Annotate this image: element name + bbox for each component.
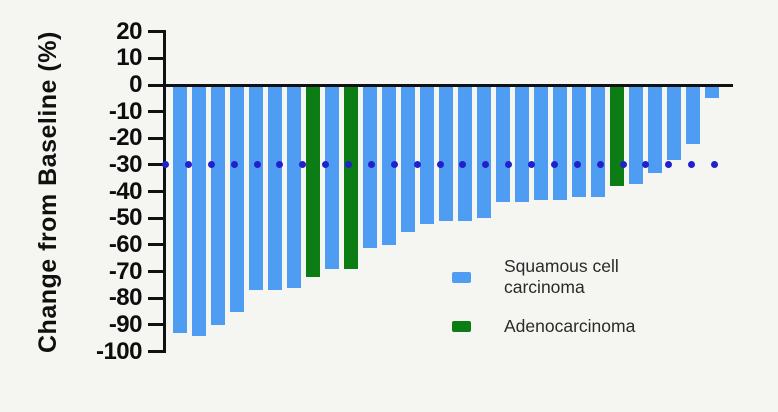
y-axis-line	[163, 30, 166, 353]
waterfall-bar-squamous	[591, 87, 605, 197]
y-tick-label: -60	[108, 230, 143, 258]
waterfall-bar-squamous	[705, 87, 719, 99]
y-tick-mark	[148, 296, 164, 300]
reference-dot-icon	[162, 161, 169, 169]
reference-dot-icon	[505, 161, 513, 169]
waterfall-bar-squamous	[458, 87, 472, 221]
reference-dot-icon	[413, 161, 421, 169]
y-tick-mark	[148, 190, 164, 194]
waterfall-bar-squamous	[401, 87, 415, 232]
waterfall-bar-squamous	[515, 87, 529, 203]
reference-dot-icon	[299, 161, 307, 169]
reference-dot-icon	[482, 161, 490, 169]
reference-dot-icon	[230, 161, 238, 169]
reference-line-dots	[162, 161, 718, 169]
y-tick-label: 10	[116, 44, 142, 72]
y-tick-label: -90	[108, 310, 143, 338]
waterfall-bar-squamous	[648, 87, 662, 173]
waterfall-bar-adeno	[344, 87, 358, 269]
y-tick-mark	[148, 350, 164, 353]
y-tick-mark	[148, 83, 164, 87]
legend-label-squamous-line1: Squamous cell	[504, 256, 619, 276]
waterfall-bar-squamous	[496, 87, 510, 203]
y-tick-label: -100	[95, 337, 143, 365]
y-tick-label: -50	[108, 204, 143, 232]
waterfall-bar-squamous	[211, 87, 225, 325]
reference-dot-icon	[345, 161, 352, 169]
y-tick-label: -40	[108, 177, 143, 205]
waterfall-bar-squamous	[534, 87, 548, 200]
waterfall-bar-squamous	[572, 87, 586, 197]
y-tick-label: 20	[116, 17, 142, 45]
reference-dot-icon	[253, 161, 261, 169]
legend-label-squamous: Squamous cell carcinoma	[504, 256, 619, 298]
legend-swatch-adeno-icon	[452, 321, 471, 332]
y-tick-mark	[148, 136, 164, 140]
waterfall-bar-squamous	[249, 87, 263, 291]
waterfall-bar-squamous	[553, 87, 567, 200]
y-tick-mark	[148, 30, 164, 34]
waterfall-bar-squamous	[173, 87, 187, 333]
y-tick-label: 0	[129, 71, 142, 98]
zero-baseline-line	[163, 84, 733, 87]
y-tick-label: -80	[108, 284, 143, 312]
y-tick-label: -30	[108, 150, 143, 178]
y-tick-label: -70	[108, 257, 143, 285]
reference-dot-icon	[642, 161, 650, 169]
legend: Squamous cell carcinoma Adenocarcinoma	[452, 256, 635, 337]
waterfall-bar-squamous	[686, 87, 700, 144]
waterfall-bar-squamous	[629, 87, 643, 184]
reference-dot-icon	[688, 161, 696, 169]
reference-dot-icon	[390, 161, 398, 169]
legend-swatch-squamous-icon	[452, 271, 471, 283]
waterfall-bar-squamous	[477, 87, 491, 219]
y-tick-mark	[148, 243, 164, 247]
reference-dot-icon	[711, 161, 718, 169]
waterfall-bar-adeno	[610, 87, 624, 187]
y-tick-mark	[148, 216, 164, 220]
legend-label-adeno: Adenocarcinoma	[504, 316, 635, 337]
reference-dot-icon	[436, 161, 444, 169]
reference-dot-icon	[665, 161, 673, 169]
reference-dot-icon	[322, 161, 330, 169]
reference-dot-icon	[619, 161, 627, 169]
y-tick-mark	[148, 270, 164, 274]
reference-dot-icon	[207, 161, 215, 169]
reference-dot-icon	[276, 161, 284, 169]
waterfall-bar-squamous	[192, 87, 206, 336]
waterfall-bar-squamous	[439, 87, 453, 221]
waterfall-bar-squamous	[325, 87, 339, 269]
y-tick-mark	[148, 110, 164, 114]
y-tick-mark	[148, 163, 164, 167]
legend-item-adeno: Adenocarcinoma	[452, 316, 635, 337]
reference-dot-icon	[459, 161, 467, 169]
waterfall-bar-squamous	[268, 87, 282, 291]
waterfall-bar-squamous	[667, 87, 681, 160]
y-tick-mark	[148, 323, 164, 327]
reference-dot-icon	[367, 161, 375, 169]
legend-item-squamous: Squamous cell carcinoma	[452, 256, 635, 298]
waterfall-bar-squamous	[420, 87, 434, 224]
reference-dot-icon	[550, 161, 558, 169]
y-tick-mark	[148, 56, 164, 60]
waterfall-bar-squamous	[382, 87, 396, 245]
reference-dot-icon	[528, 161, 535, 169]
waterfall-bar-squamous	[287, 87, 301, 288]
reference-dot-icon	[596, 161, 604, 169]
y-tick-label: -20	[108, 124, 143, 152]
waterfall-bar-squamous	[230, 87, 244, 312]
legend-label-squamous-line2: carcinoma	[504, 277, 585, 297]
reference-dot-icon	[573, 161, 581, 169]
waterfall-bar-adeno	[306, 87, 320, 277]
reference-dot-icon	[184, 161, 192, 169]
legend-label-adeno-line1: Adenocarcinoma	[504, 316, 636, 336]
y-tick-label: -10	[108, 97, 143, 125]
